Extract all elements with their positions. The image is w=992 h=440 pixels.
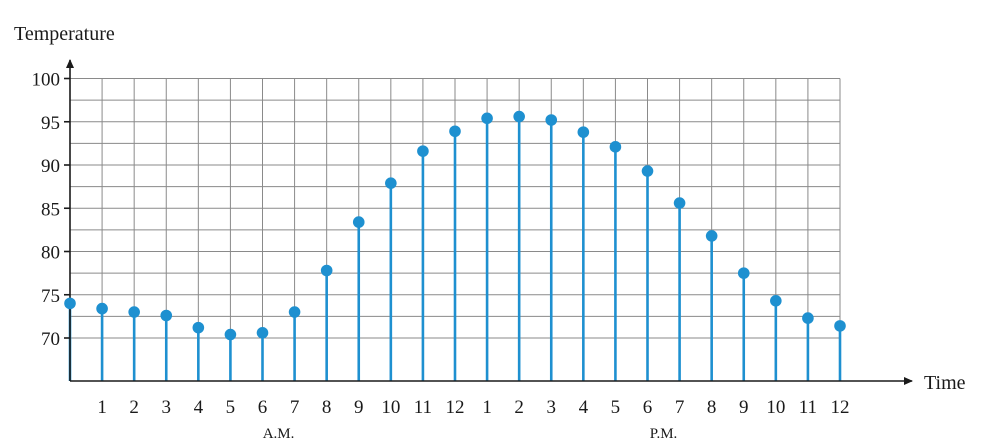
data-point [802, 312, 814, 324]
x-tick-label: 7 [675, 397, 685, 418]
x-tick-label: 9 [354, 397, 364, 418]
x-tick-label: 5 [226, 397, 236, 418]
x-tick-label: 6 [258, 397, 268, 418]
y-tick-label: 70 [41, 329, 60, 350]
x-tick-label: 8 [322, 397, 332, 418]
x-tick-label: 4 [194, 397, 204, 418]
data-point [834, 320, 846, 332]
x-tick-label: 1 [482, 397, 492, 418]
data-point [673, 197, 686, 209]
x-tick-label: 7 [290, 397, 300, 418]
y-axis-title: Temperature [14, 23, 115, 45]
x-tick-label: 3 [547, 397, 557, 418]
x-tick-label: 10 [381, 397, 400, 418]
data-point [160, 309, 173, 322]
x-tick-label: 8 [707, 397, 717, 418]
data-point [609, 141, 622, 153]
points [64, 110, 846, 341]
y-tick-label: 95 [41, 113, 60, 134]
x-tick-label: 11 [414, 397, 432, 418]
x-tick-label: 3 [162, 397, 172, 418]
x-tick-label: 12 [446, 397, 465, 418]
axes [64, 59, 913, 385]
x-tick-label: 1 [97, 397, 107, 418]
data-point [737, 267, 750, 279]
period-label: P.M. [650, 426, 678, 440]
x-tick-label: 11 [799, 397, 817, 418]
data-point [770, 295, 782, 307]
data-point [513, 110, 525, 123]
data-point [545, 114, 558, 126]
y-tick-label: 80 [41, 243, 60, 264]
data-point [417, 145, 429, 157]
data-point [224, 328, 237, 341]
data-point [449, 125, 461, 138]
data-point [96, 302, 108, 315]
data-point [641, 165, 654, 177]
x-tick-label: 6 [643, 397, 653, 418]
x-tick-label: 4 [579, 397, 589, 418]
x-axis-title: Time [924, 372, 966, 394]
x-tick-label: 2 [514, 397, 524, 418]
data-point [64, 297, 76, 310]
data-point [385, 177, 397, 189]
stems [68, 116, 842, 381]
x-tick-label: 5 [611, 397, 621, 418]
data-point [256, 327, 269, 339]
x-tick-label: 9 [739, 397, 749, 418]
period-label: A.M. [263, 426, 295, 440]
data-point [352, 216, 365, 228]
data-point [320, 264, 333, 277]
data-point [577, 126, 590, 138]
y-tick-label: 90 [41, 156, 60, 177]
x-tick-label: 2 [129, 397, 139, 418]
y-tick-label: 100 [32, 70, 61, 91]
y-tick-label: 75 [41, 286, 60, 307]
data-point [705, 230, 718, 242]
data-point [192, 321, 205, 334]
data-point [128, 306, 140, 318]
y-tick-label: 85 [41, 199, 60, 220]
x-tick-label: 12 [831, 397, 850, 418]
data-point [288, 306, 301, 318]
x-tick-label: 10 [766, 397, 785, 418]
data-point [481, 112, 493, 125]
